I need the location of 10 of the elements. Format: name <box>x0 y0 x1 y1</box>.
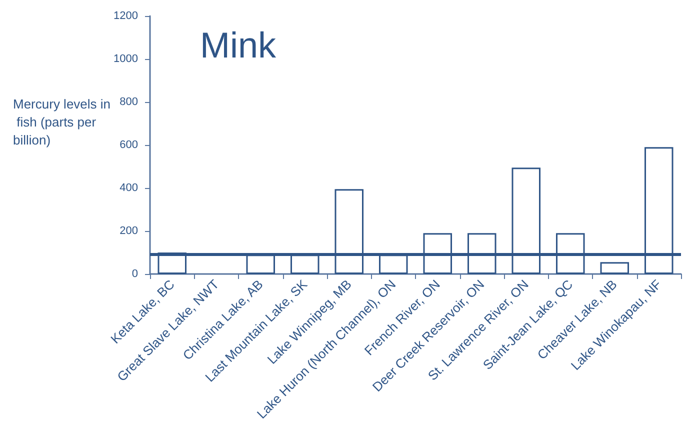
y-tick-label: 600 <box>120 139 138 151</box>
y-tick-label: 1000 <box>114 53 138 65</box>
y-tick-label: 1200 <box>114 10 138 22</box>
y-tick-label: 0 <box>132 268 138 280</box>
chart-title: Mink <box>200 24 278 66</box>
y-tick-label: 200 <box>120 225 138 237</box>
bar <box>600 262 630 274</box>
y-axis-title: Mercury levels in fish (parts per billion) <box>13 96 111 148</box>
y-tick-label: 400 <box>120 182 138 194</box>
y-tick-label: 800 <box>120 96 138 108</box>
